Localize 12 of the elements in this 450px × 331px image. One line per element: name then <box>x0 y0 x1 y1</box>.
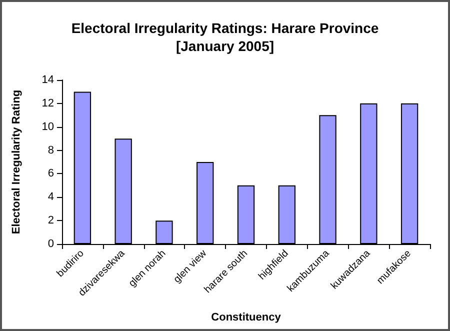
chart-title: Electoral Irregularity Ratings: Harare Province [January 2005] <box>71 20 379 54</box>
x-axis-title: Constituency <box>211 312 282 324</box>
y-tick-label: 14 <box>42 74 54 86</box>
y-tick-label: 6 <box>48 168 54 180</box>
y-tick-label: 8 <box>48 144 54 156</box>
y-tick-label: 2 <box>48 214 54 227</box>
y-tick-label: 0 <box>48 238 54 250</box>
y-tick-label: 10 <box>42 120 54 133</box>
x-tick-label: glen view <box>172 248 210 286</box>
y-axis-title: Electoral Irregularity Rating <box>10 90 22 234</box>
y-tick-label: 12 <box>42 97 54 110</box>
y-tick-label: 4 <box>48 191 54 204</box>
